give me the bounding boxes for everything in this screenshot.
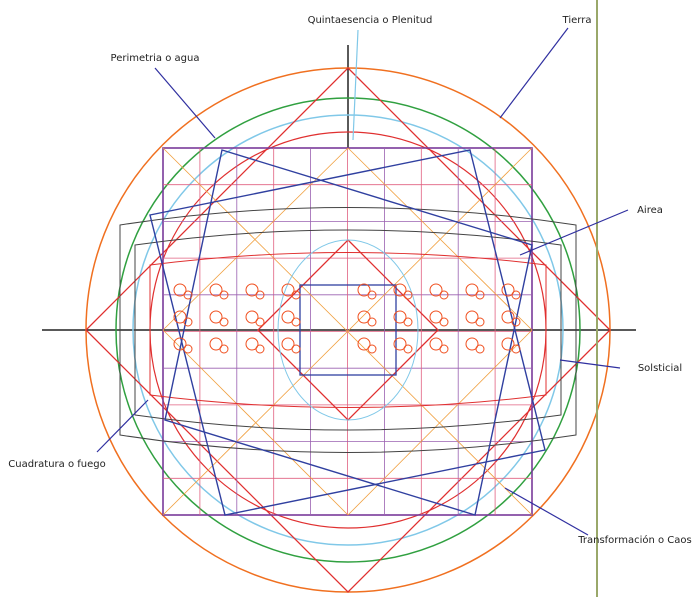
seat: [501, 310, 515, 324]
stadium-outer: [119, 207, 577, 453]
seat: [281, 337, 295, 351]
seat: [429, 283, 443, 297]
seat: [403, 317, 413, 327]
seat: [511, 344, 521, 354]
label: Transformación o Caos: [577, 534, 692, 546]
seat: [403, 290, 413, 300]
seat: [183, 290, 193, 300]
seat: [209, 283, 223, 297]
seat: [245, 337, 259, 351]
seat: [209, 337, 223, 351]
arrow: [504, 487, 589, 536]
seat: [255, 290, 265, 300]
seat: [219, 290, 229, 300]
label: Quintaesencia o Plenitud: [308, 15, 433, 26]
grid: [162, 147, 533, 516]
seat: [393, 337, 407, 351]
stadium-mid: [134, 229, 562, 431]
seat: [439, 290, 449, 300]
seat: [475, 317, 485, 327]
label: Solsticial: [638, 363, 682, 374]
seat: [209, 310, 223, 324]
seat: [429, 310, 443, 324]
seat: [291, 290, 301, 300]
seat: [511, 317, 521, 327]
stadium-inner: [149, 252, 547, 408]
seat: [245, 283, 259, 297]
circle-green: [115, 97, 581, 563]
seat: [367, 344, 377, 354]
drawing: [42, 45, 636, 593]
arrow: [559, 359, 621, 369]
arrow: [499, 27, 569, 119]
arrow: [352, 29, 359, 141]
seat: [255, 344, 265, 354]
grid-diagonal: [162, 329, 349, 516]
seat: [281, 283, 295, 297]
seat: [439, 344, 449, 354]
seat: [511, 290, 521, 300]
seat: [183, 317, 193, 327]
seat: [439, 317, 449, 327]
seat: [173, 283, 187, 297]
seat: [367, 317, 377, 327]
arrow: [96, 399, 149, 453]
grid-diagonal: [347, 147, 533, 331]
seat: [255, 317, 265, 327]
seat: [291, 344, 301, 354]
ellipse-center: [277, 239, 419, 421]
seat: [501, 337, 515, 351]
seat: [219, 317, 229, 327]
seat: [281, 310, 295, 324]
arrows: [96, 27, 629, 536]
seat: [465, 283, 479, 297]
square-rotated-1: [164, 149, 533, 516]
seat: [465, 310, 479, 324]
seat: [429, 337, 443, 351]
seat: [465, 337, 479, 351]
arrow: [154, 67, 216, 139]
seat: [367, 290, 377, 300]
seats: [173, 283, 521, 354]
arrow: [519, 209, 629, 256]
seat: [183, 344, 193, 354]
seat: [245, 310, 259, 324]
label: Tierra: [562, 15, 592, 26]
seat: [173, 337, 187, 351]
seat: [357, 283, 371, 297]
seat: [357, 310, 371, 324]
label: Airea: [637, 205, 663, 216]
circle-blue: [132, 114, 564, 546]
label: Cuadratura o fuego: [8, 459, 106, 470]
seat: [403, 344, 413, 354]
seat: [219, 344, 229, 354]
grid-diagonal: [162, 147, 533, 516]
seat: [357, 337, 371, 351]
seat: [393, 283, 407, 297]
seat: [291, 317, 301, 327]
seat: [393, 310, 407, 324]
square-inner: [299, 284, 397, 376]
seat: [501, 283, 515, 297]
seat: [475, 344, 485, 354]
seat: [475, 290, 485, 300]
seat: [173, 310, 187, 324]
label: Perimetria o agua: [111, 53, 200, 64]
grid-diagonal: [162, 147, 349, 331]
